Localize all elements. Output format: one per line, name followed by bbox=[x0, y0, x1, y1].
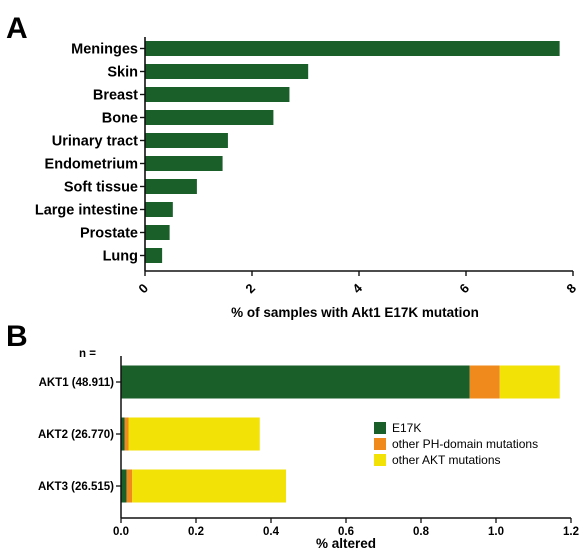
chart-b-legend: E17K other PH-domain mutations other AKT m… bbox=[374, 421, 538, 467]
chart-a-x-axis-label: % of samples with Akt1 E17K mutation bbox=[231, 305, 479, 320]
bar-9 bbox=[145, 248, 163, 263]
chart-b-axes bbox=[116, 356, 572, 523]
category-label-1: Skin bbox=[107, 65, 138, 81]
x-tick-label-0: 0 bbox=[135, 281, 151, 297]
legend-label-1: other PH-domain mutations bbox=[392, 437, 538, 451]
panel-b-letter: B bbox=[6, 320, 28, 353]
chart-b-x-axis-label: % altered bbox=[316, 536, 376, 551]
chart-a-axes bbox=[140, 37, 574, 276]
category-label-7: Large intestine bbox=[35, 203, 138, 219]
x-tick-label-1: 0.2 bbox=[188, 526, 204, 538]
x-tick-label-2: 0.4 bbox=[263, 526, 280, 538]
legend-swatch-1 bbox=[374, 438, 386, 450]
legend-label-2: other AKT mutations bbox=[392, 453, 501, 467]
bar-4 bbox=[145, 133, 228, 148]
x-tick-label-3: 6 bbox=[456, 281, 472, 297]
bar-1-series-2 bbox=[128, 417, 260, 451]
category-label-4: Urinary tract bbox=[52, 134, 138, 150]
chart-b-n-label: n = bbox=[79, 348, 96, 360]
legend-label-0: E17K bbox=[392, 421, 421, 435]
legend-swatch-2 bbox=[374, 454, 386, 466]
category-label-5: Endometrium bbox=[45, 157, 138, 173]
category-label-9: Lung bbox=[103, 249, 138, 265]
bar-6 bbox=[145, 179, 197, 194]
bar-2-series-0 bbox=[121, 469, 127, 503]
category-label-2: AKT3 (26.515) bbox=[38, 481, 114, 493]
category-label-1: AKT2 (26.770) bbox=[38, 429, 114, 441]
x-tick-label-6: 1.2 bbox=[563, 526, 579, 538]
x-tick-label-4: 8 bbox=[563, 281, 579, 297]
bar-1 bbox=[145, 64, 309, 79]
bar-8 bbox=[145, 225, 170, 240]
x-tick-label-1: 2 bbox=[242, 281, 258, 297]
bar-1-series-0 bbox=[121, 417, 125, 451]
chart-b: n = AKT1 (48.911) AKT2 (26.770) AKT3 (26.5… bbox=[38, 348, 579, 551]
bar-0 bbox=[145, 41, 560, 56]
category-label-2: Breast bbox=[93, 88, 138, 104]
bar-2 bbox=[145, 87, 290, 102]
bar-0-series-0 bbox=[121, 365, 470, 399]
chart-a-tick-labels: 0 2 4 6 8 bbox=[135, 280, 579, 296]
bar-7 bbox=[145, 202, 173, 217]
bar-1-series-1 bbox=[124, 417, 129, 451]
x-tick-label-3: 0.6 bbox=[338, 526, 354, 538]
x-tick-label-2: 4 bbox=[349, 280, 365, 296]
category-label-0: Meninges bbox=[71, 42, 138, 58]
bar-5 bbox=[145, 156, 223, 171]
category-label-0: AKT1 (48.911) bbox=[39, 377, 115, 389]
chart-a: Meninges Skin Breast Bone Urinary tract Endom… bbox=[35, 37, 579, 320]
bar-2-series-2 bbox=[132, 469, 286, 503]
x-tick-label-5: 1.0 bbox=[488, 526, 504, 538]
panel-a-letter: A bbox=[6, 12, 28, 45]
x-tick-label-4: 0.8 bbox=[413, 526, 430, 538]
chart-a-category-labels: Meninges Skin Breast Bone Urinary tract Endom… bbox=[35, 42, 138, 265]
chart-b-bars bbox=[121, 365, 560, 503]
chart-b-category-labels: AKT1 (48.911) AKT2 (26.770) AKT3 (26.515) bbox=[38, 377, 114, 493]
chart-b-tick-labels: 0.0 0.2 0.4 0.6 0.8 1.0 1.2 bbox=[113, 526, 579, 538]
bar-3 bbox=[145, 110, 274, 125]
category-label-3: Bone bbox=[102, 111, 138, 127]
bar-0-series-2 bbox=[499, 365, 560, 399]
category-label-6: Soft tissue bbox=[64, 180, 138, 196]
legend-swatch-0 bbox=[374, 422, 386, 434]
chart-a-bars bbox=[145, 41, 560, 263]
category-label-8: Prostate bbox=[80, 226, 138, 242]
x-tick-label-0: 0.0 bbox=[113, 526, 129, 538]
bar-0-series-1 bbox=[469, 365, 500, 399]
bar-2-series-1 bbox=[126, 469, 133, 503]
